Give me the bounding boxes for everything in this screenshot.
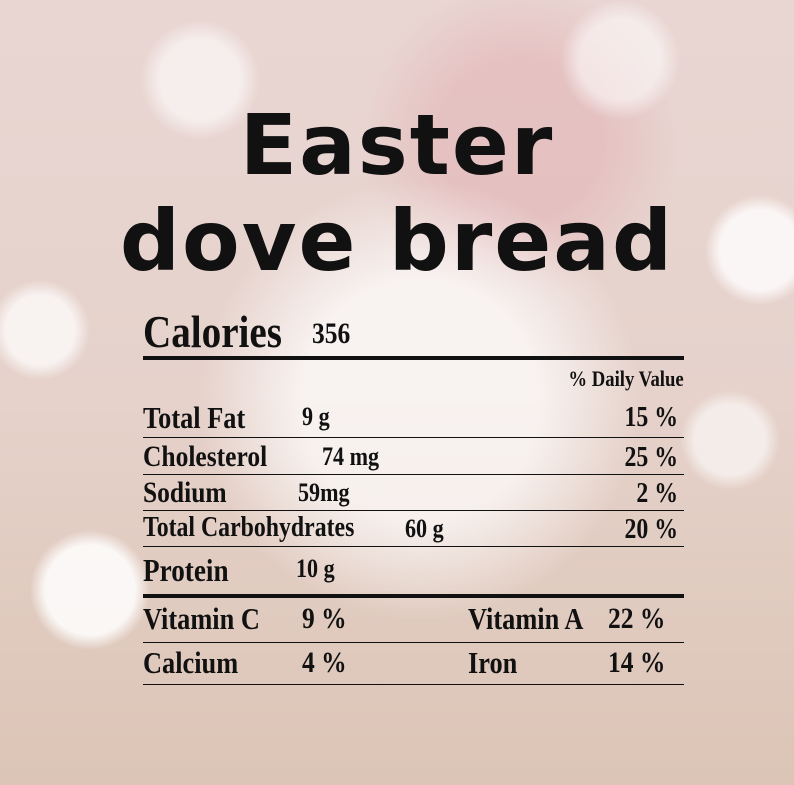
nutrient-daily: 15 % [624,402,678,433]
rule [143,474,684,475]
nutrient-name: Total Carbohydrates [143,512,355,543]
rule [143,594,684,598]
rule [143,510,684,511]
nutrient-name: Sodium [143,476,227,509]
rule [143,684,684,685]
calories-label: Calories [143,306,282,357]
rule [143,642,684,643]
title-line: dove bread [119,192,675,290]
thick-rule [143,356,684,360]
nutrient-name: Protein [143,552,229,588]
vitamin-value: 22 % [608,602,666,635]
vitamin-name: Calcium [143,645,239,680]
nutrient-amount: 59mg [298,478,350,507]
rule [143,437,684,438]
vitamin-name: Vitamin C [143,601,260,636]
nutrient-amount: 74 mg [322,442,380,471]
nutrient-amount: 10 g [296,554,335,583]
nutrient-amount: 9 g [302,402,330,431]
nutrient-daily: 20 % [624,514,678,545]
vitamin-name: Iron [468,645,518,680]
vitamin-name: Vitamin A [468,601,584,636]
nutrient-daily: 2 % [636,478,678,509]
nutrient-daily: 25 % [624,442,678,473]
vitamin-value: 9 % [302,602,347,635]
nutrient-amount: 60 g [405,514,444,543]
vitamin-value: 4 % [302,646,347,679]
nutrient-name: Cholesterol [143,440,268,473]
daily-value-header: % Daily Value [568,366,684,391]
rule [143,546,684,547]
vitamin-value: 14 % [608,646,666,679]
title-line: Easter [239,96,555,194]
calories-value: 356 [312,317,351,350]
nutrient-name: Total Fat [143,400,246,435]
